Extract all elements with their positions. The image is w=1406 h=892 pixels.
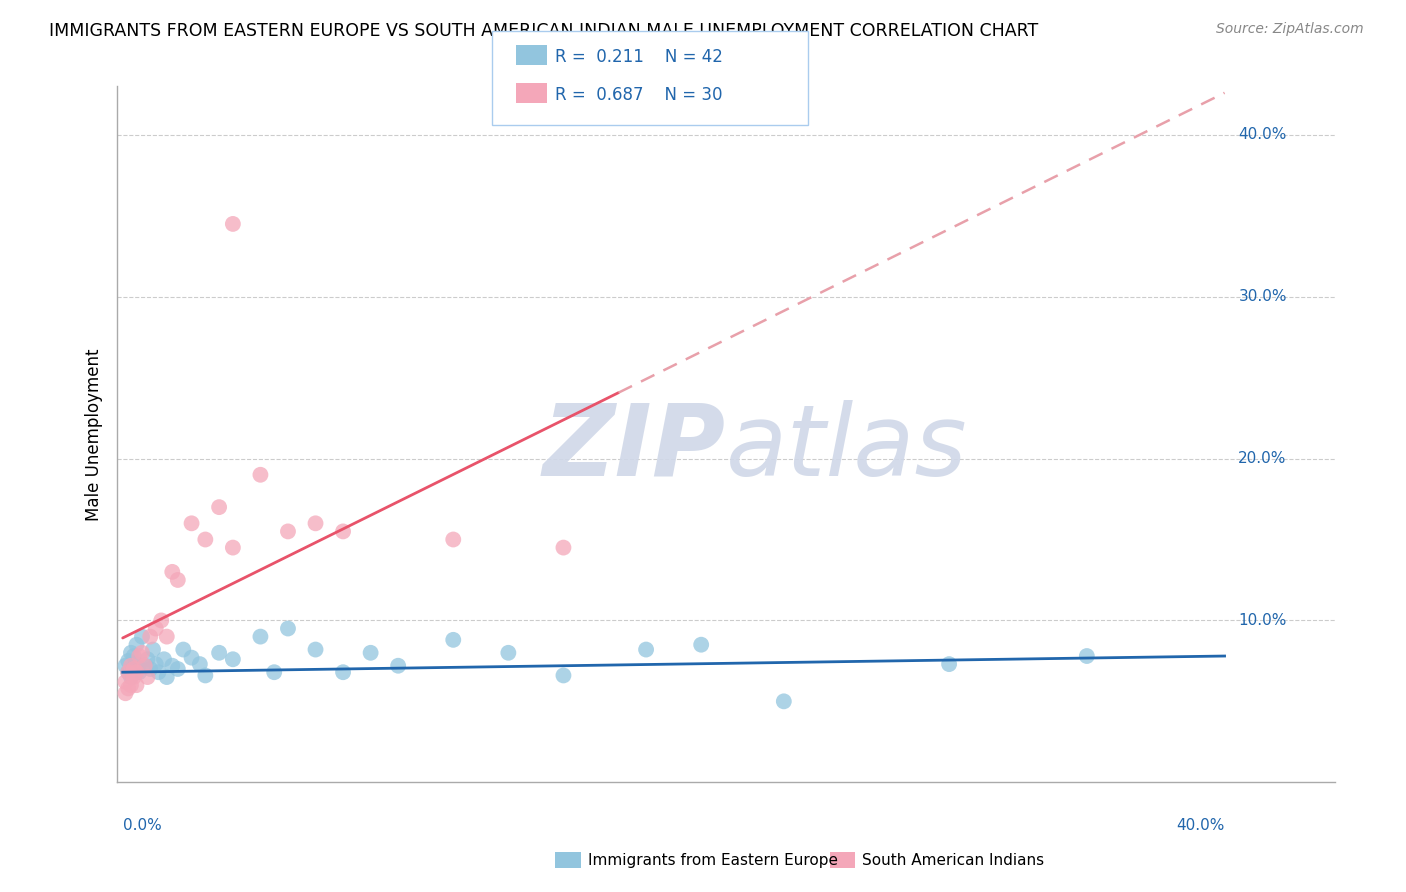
Point: [553, 668, 575, 682]
Point: [145, 657, 167, 672]
Point: [938, 657, 960, 672]
Point: [387, 658, 409, 673]
Point: [772, 694, 794, 708]
Point: [117, 665, 139, 680]
Text: South American Indians: South American Indians: [862, 854, 1045, 868]
Point: [1076, 648, 1098, 663]
Point: [128, 665, 150, 680]
Point: [114, 674, 136, 689]
Point: [125, 638, 148, 652]
Point: [208, 500, 231, 515]
Point: [166, 573, 188, 587]
Point: [332, 665, 354, 680]
Point: [208, 646, 231, 660]
Point: [122, 648, 145, 663]
Point: [117, 654, 139, 668]
Point: [150, 614, 173, 628]
Point: [277, 524, 299, 539]
Point: [249, 630, 271, 644]
Point: [122, 662, 145, 676]
Point: [131, 630, 153, 644]
Point: [553, 541, 575, 555]
Point: [222, 652, 245, 666]
Point: [332, 524, 354, 539]
Point: [128, 648, 150, 663]
Point: [156, 630, 179, 644]
Point: [304, 516, 326, 531]
Point: [136, 670, 159, 684]
Text: Source: ZipAtlas.com: Source: ZipAtlas.com: [1216, 22, 1364, 37]
Point: [134, 658, 156, 673]
Point: [117, 681, 139, 696]
Point: [122, 662, 145, 676]
Point: [263, 665, 285, 680]
Point: [162, 658, 184, 673]
Point: [194, 533, 217, 547]
Point: [120, 678, 142, 692]
Point: [304, 642, 326, 657]
Point: [125, 678, 148, 692]
Text: 40.0%: 40.0%: [1177, 818, 1225, 833]
Point: [498, 646, 520, 660]
Point: [636, 642, 658, 657]
Point: [180, 516, 202, 531]
Text: Immigrants from Eastern Europe: Immigrants from Eastern Europe: [588, 854, 838, 868]
Point: [120, 646, 142, 660]
Point: [114, 686, 136, 700]
Point: [125, 665, 148, 680]
Point: [156, 670, 179, 684]
Point: [125, 657, 148, 672]
Point: [172, 642, 194, 657]
Point: [139, 662, 162, 676]
Point: [441, 533, 464, 547]
Point: [188, 657, 211, 672]
Point: [145, 622, 167, 636]
Text: atlas: atlas: [725, 400, 967, 497]
Point: [120, 670, 142, 684]
Point: [148, 665, 170, 680]
Text: 30.0%: 30.0%: [1239, 289, 1286, 304]
Point: [360, 646, 382, 660]
Point: [120, 658, 142, 673]
Point: [690, 638, 713, 652]
Point: [180, 650, 202, 665]
Point: [162, 565, 184, 579]
Text: ZIP: ZIP: [543, 400, 725, 497]
Text: 20.0%: 20.0%: [1239, 451, 1286, 467]
Text: 40.0%: 40.0%: [1239, 128, 1286, 143]
Text: R =  0.687    N = 30: R = 0.687 N = 30: [555, 86, 723, 103]
Text: 10.0%: 10.0%: [1239, 613, 1286, 628]
Point: [131, 646, 153, 660]
Point: [222, 541, 245, 555]
Point: [117, 665, 139, 680]
Point: [153, 652, 176, 666]
Point: [136, 652, 159, 666]
Y-axis label: Male Unemployment: Male Unemployment: [86, 348, 103, 521]
Point: [222, 217, 245, 231]
Point: [142, 642, 165, 657]
Point: [441, 632, 464, 647]
Point: [139, 630, 162, 644]
Point: [134, 658, 156, 673]
Point: [249, 467, 271, 482]
Point: [277, 622, 299, 636]
Text: IMMIGRANTS FROM EASTERN EUROPE VS SOUTH AMERICAN INDIAN MALE UNEMPLOYMENT CORREL: IMMIGRANTS FROM EASTERN EUROPE VS SOUTH …: [49, 22, 1039, 40]
Text: 0.0%: 0.0%: [122, 818, 162, 833]
Point: [166, 662, 188, 676]
Point: [194, 668, 217, 682]
Text: R =  0.211    N = 42: R = 0.211 N = 42: [555, 48, 723, 66]
Point: [122, 670, 145, 684]
Point: [114, 658, 136, 673]
